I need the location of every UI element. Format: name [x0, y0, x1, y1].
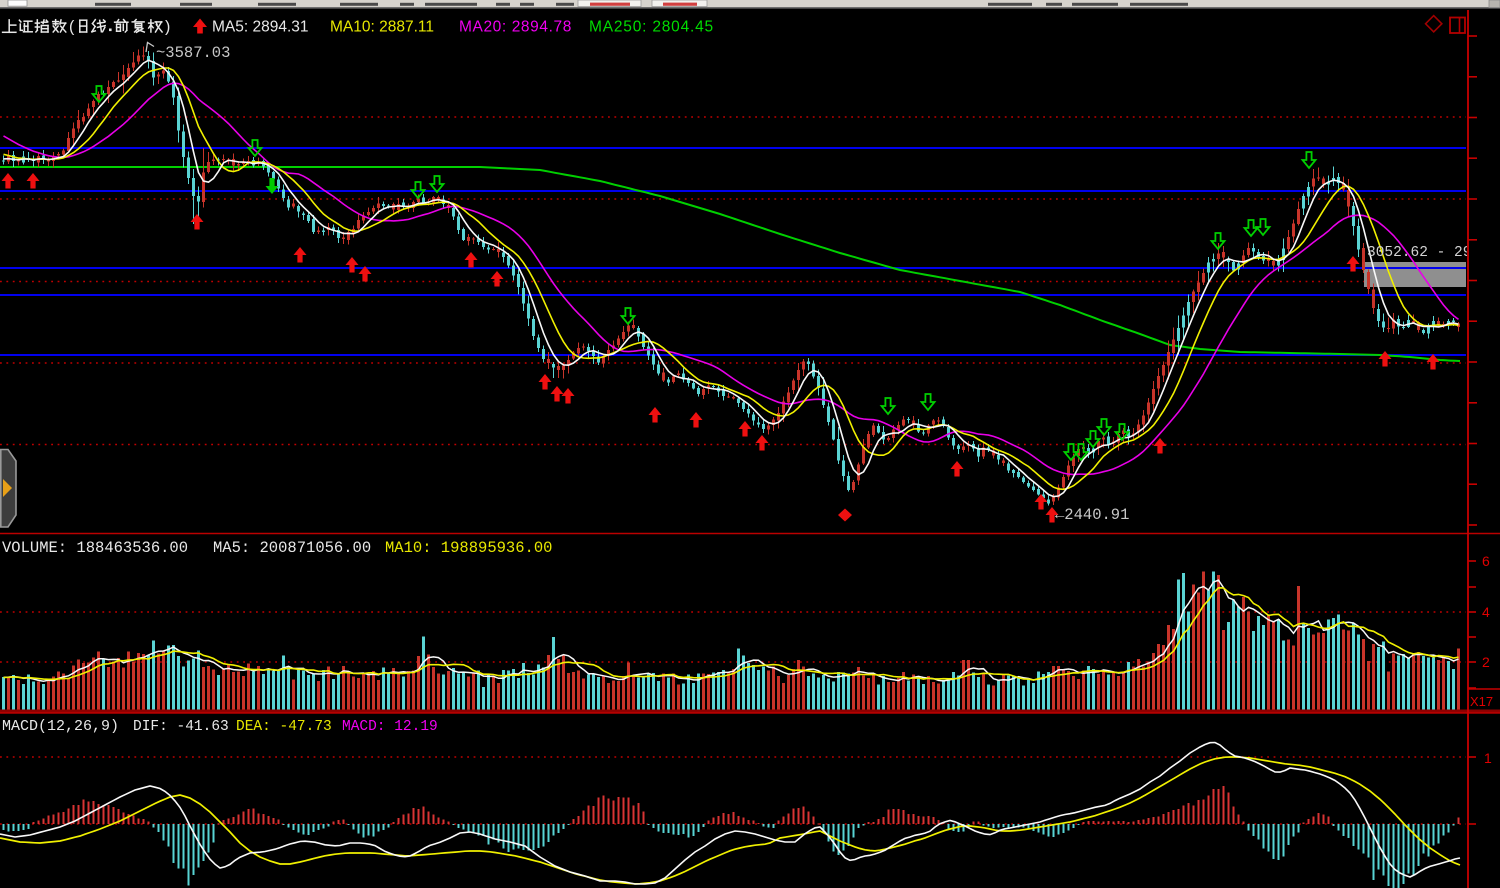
- svg-text:DEA: -47.73: DEA: -47.73: [236, 719, 332, 735]
- svg-text:MACD(12,26,9): MACD(12,26,9): [2, 718, 119, 735]
- svg-text:X17: X17: [1470, 694, 1493, 709]
- svg-text:←2440.91: ←2440.91: [1055, 506, 1129, 524]
- svg-text:VOLUME: 188463536.00: VOLUME: 188463536.00: [2, 539, 188, 557]
- svg-text:~3587.03: ~3587.03: [156, 44, 230, 62]
- svg-text:MA10: 2887.11: MA10: 2887.11: [330, 19, 434, 36]
- svg-text:1: 1: [1484, 750, 1492, 766]
- svg-text:MA250: 2804.45: MA250: 2804.45: [589, 19, 714, 36]
- svg-text:MA20: 2894.78: MA20: 2894.78: [459, 19, 572, 36]
- svg-text:MACD: 12.19: MACD: 12.19: [342, 719, 438, 735]
- svg-text:DIF: -41.63: DIF: -41.63: [133, 719, 229, 735]
- svg-text:4: 4: [1482, 604, 1490, 620]
- svg-text:2: 2: [1482, 654, 1490, 670]
- svg-text:(: (: [69, 19, 75, 36]
- svg-text:MA5: 2894.31: MA5: 2894.31: [212, 19, 309, 36]
- svg-text:): ): [165, 19, 170, 36]
- svg-text:6: 6: [1482, 553, 1490, 569]
- svg-text:MA10: 198895936.00: MA10: 198895936.00: [385, 539, 552, 557]
- svg-text:3052.62 - 29: 3052.62 - 29: [1367, 245, 1471, 261]
- svg-text:MA5: 200871056.00: MA5: 200871056.00: [213, 539, 371, 557]
